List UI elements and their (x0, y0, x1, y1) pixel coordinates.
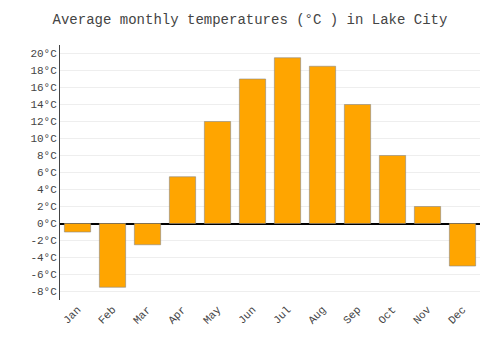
svg-text:0°C: 0°C (37, 218, 57, 230)
svg-text:18°C: 18°C (30, 65, 57, 77)
svg-text:Dec: Dec (446, 304, 468, 326)
svg-text:Feb: Feb (96, 304, 118, 326)
svg-text:8°C: 8°C (37, 150, 57, 162)
svg-text:-8°C: -8°C (30, 286, 57, 298)
svg-text:May: May (201, 304, 224, 327)
svg-text:Aug: Aug (306, 304, 328, 326)
svg-text:-2°C: -2°C (30, 235, 57, 247)
svg-text:Mar: Mar (131, 304, 153, 326)
svg-text:Average monthly temperatures (: Average monthly temperatures (°C ) in La… (53, 12, 448, 28)
svg-text:Jul: Jul (271, 304, 293, 326)
svg-text:-6°C: -6°C (30, 269, 57, 281)
svg-text:-4°C: -4°C (30, 252, 57, 264)
svg-text:12°C: 12°C (30, 116, 57, 128)
svg-text:Jan: Jan (61, 304, 83, 326)
svg-text:20°C: 20°C (30, 48, 57, 60)
svg-text:6°C: 6°C (37, 167, 57, 179)
svg-text:4°C: 4°C (37, 184, 57, 196)
svg-text:10°C: 10°C (30, 133, 57, 145)
svg-text:16°C: 16°C (30, 82, 57, 94)
svg-text:Jun: Jun (236, 304, 258, 326)
svg-text:Oct: Oct (376, 304, 398, 326)
svg-text:14°C: 14°C (30, 99, 57, 111)
svg-text:Nov: Nov (411, 304, 434, 327)
svg-text:Apr: Apr (166, 304, 188, 326)
svg-text:2°C: 2°C (37, 201, 57, 213)
svg-text:Sep: Sep (341, 304, 363, 326)
